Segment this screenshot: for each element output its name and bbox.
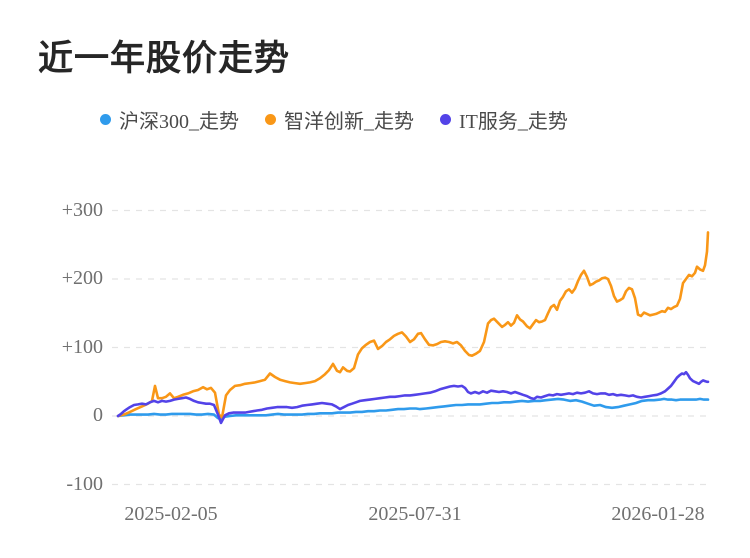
legend-item-itservice[interactable]: IT服务_走势 [440, 105, 568, 134]
circle-icon [265, 114, 276, 125]
circle-icon [100, 114, 111, 125]
series-line-IT服务_走势[interactable] [116, 370, 710, 425]
circle-icon [440, 114, 451, 125]
legend-item-hs300[interactable]: 沪深300_走势 [100, 105, 239, 134]
legend-label: 沪深300_走势 [119, 111, 239, 133]
legend-label: 智洋创新_走势 [284, 111, 414, 133]
y-tick-label: +300 [61, 199, 103, 221]
y-tick-label: +100 [61, 336, 103, 358]
x-tick-label: 2025-07-31 [368, 503, 462, 525]
y-tick-label: +200 [61, 267, 103, 289]
legend-label: IT服务_走势 [459, 111, 568, 133]
y-tick-label: -100 [66, 473, 103, 495]
legend-item-zhiyang[interactable]: 智洋创新_走势 [265, 105, 414, 134]
x-tick-label: 2025-02-05 [124, 503, 218, 525]
x-tick-label: 2026-01-28 [611, 503, 705, 525]
legend: 沪深300_走势 智洋创新_走势 IT服务_走势 [100, 105, 568, 134]
chart-title: 近一年股价走势 [38, 39, 291, 78]
series-line-智洋创新_走势[interactable] [116, 231, 710, 419]
y-tick-label: 0 [93, 404, 103, 426]
